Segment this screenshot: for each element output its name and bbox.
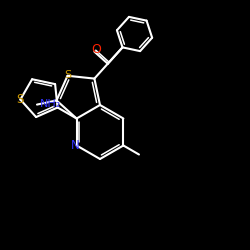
Text: NH₂: NH₂: [40, 98, 61, 108]
Text: N: N: [71, 139, 80, 152]
Text: S: S: [17, 93, 24, 106]
Text: O: O: [92, 43, 101, 56]
Text: S: S: [64, 70, 71, 80]
